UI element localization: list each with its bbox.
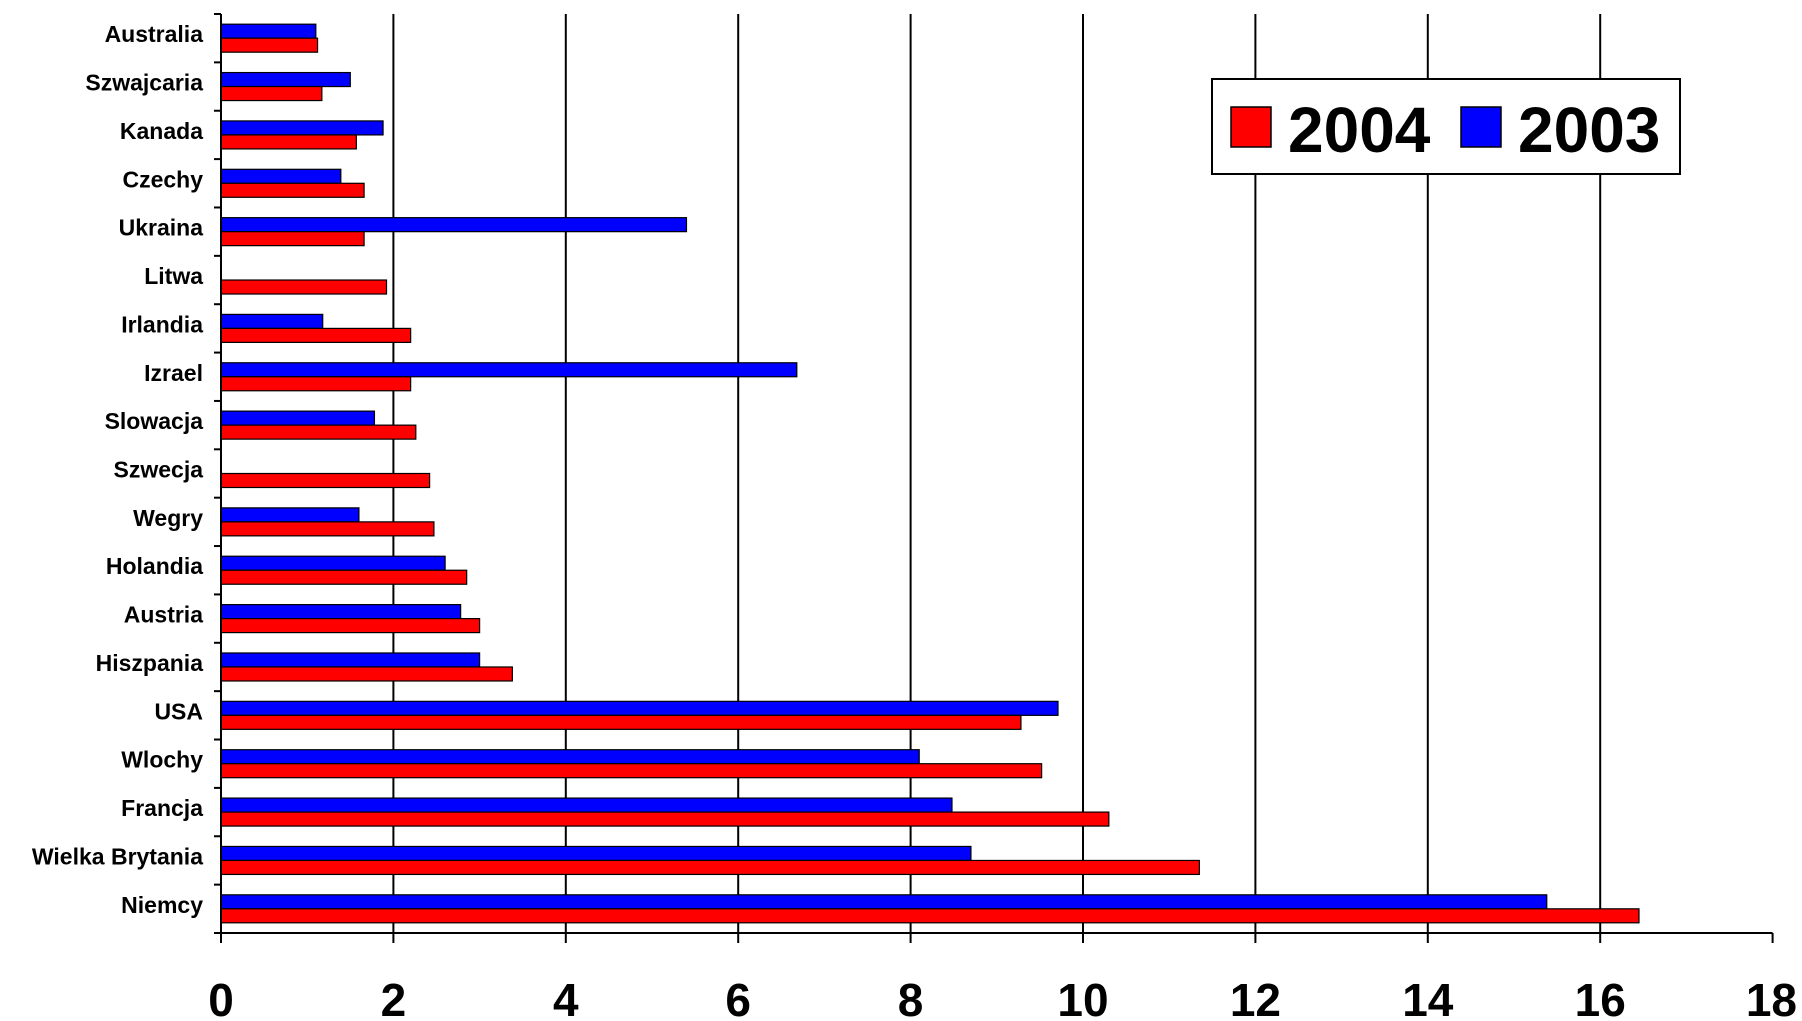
bar-2003-irlandia	[220, 313, 324, 329]
legend-box	[1211, 78, 1681, 175]
bar-2004-niemcy	[220, 908, 1640, 924]
bar-2004-czechy	[220, 182, 365, 198]
category-label-litwa: Litwa	[144, 263, 203, 289]
x-tick-label-16: 16	[1575, 974, 1626, 1021]
category-label-usa: USA	[154, 698, 203, 724]
bar-2004-kanada	[220, 134, 357, 150]
category-label-szwecja: Szwecja	[114, 457, 204, 483]
x-tick-label-10: 10	[1057, 974, 1108, 1021]
bar-2004-wegry	[220, 521, 435, 537]
bar-2003-szwajcaria	[220, 71, 351, 88]
category-label-kanada: Kanada	[120, 118, 203, 144]
category-label-hiszpania: Hiszpania	[96, 650, 204, 676]
bar-2003-wegry	[220, 507, 360, 523]
category-label-austria: Austria	[124, 602, 203, 628]
category-label-australia: Australia	[105, 21, 204, 47]
legend-label-2003: 2003	[1518, 94, 1660, 166]
bar-2004-australia	[220, 37, 319, 53]
legend-label-2004: 2004	[1288, 94, 1431, 166]
bar-2003-usa	[220, 700, 1059, 716]
x-tick-labels: 0 2 4 6 8 10 12 14 16 18	[208, 974, 1797, 1021]
axes	[214, 13, 1774, 943]
category-label-irlandia: Irlandia	[121, 311, 203, 337]
category-label-francja: Francja	[121, 795, 203, 821]
category-label-wegry: Wegry	[133, 505, 203, 531]
bar-2004-austria	[220, 618, 481, 634]
bars	[220, 23, 1640, 924]
bar-2003-hiszpania	[220, 652, 481, 668]
x-tick-label-0: 0	[208, 974, 234, 1021]
bar-2004-szwajcaria	[220, 85, 323, 102]
bar-2004-francja	[220, 811, 1110, 827]
bar-2003-slowacja	[220, 410, 376, 426]
category-label-izrael: Izrael	[144, 360, 203, 386]
legend-swatch-2003	[1460, 106, 1502, 148]
category-label-niemcy: Niemcy	[121, 892, 203, 918]
bar-2003-australia	[220, 23, 317, 39]
bar-2004-szwecja	[220, 472, 431, 489]
x-tick-label-18: 18	[1746, 974, 1797, 1021]
x-tick-label-6: 6	[725, 974, 751, 1021]
bar-2003-izrael	[220, 362, 798, 378]
x-tick-label-12: 12	[1230, 974, 1281, 1021]
bar-2003-czechy	[220, 168, 342, 184]
bar-2003-wielka-brytania	[220, 845, 972, 862]
bar-2004-hiszpania	[220, 666, 513, 682]
bar-2004-litwa	[220, 279, 388, 295]
bar-2004-usa	[220, 714, 1022, 730]
category-label-ukraina: Ukraina	[119, 215, 204, 241]
bar-2004-wlochy	[220, 763, 1043, 779]
bar-2003-kanada	[220, 120, 384, 136]
bar-2003-wlochy	[220, 749, 920, 765]
bar-2004-ukraina	[220, 231, 365, 247]
x-tick-label-14: 14	[1402, 974, 1454, 1021]
bar-2003-francja	[220, 797, 953, 813]
category-label-slowacja: Slowacja	[105, 408, 204, 434]
legend-swatch-2004	[1230, 106, 1272, 148]
bar-2004-slowacja	[220, 424, 417, 440]
category-labels: Niemcy Wielka Brytania Francja Wlochy USA His…	[32, 21, 203, 918]
bar-2004-holandia	[220, 569, 468, 585]
category-label-wielka-brytania: Wielka Brytania	[32, 843, 203, 869]
bar-2003-ukraina	[220, 217, 688, 233]
category-label-holandia: Holandia	[106, 553, 203, 579]
x-tick-label-2: 2	[381, 974, 407, 1021]
x-tick-label-8: 8	[898, 974, 924, 1021]
bar-2003-holandia	[220, 555, 446, 571]
bar-2003-niemcy	[220, 894, 1548, 910]
category-label-czechy: Czechy	[122, 166, 203, 192]
bar-2003-austria	[220, 604, 462, 620]
legend: 2004 2003	[1211, 78, 1681, 175]
bar-2004-wielka-brytania	[220, 859, 1200, 876]
x-tick-label-4: 4	[553, 974, 579, 1021]
category-label-szwajcaria: Szwajcaria	[85, 70, 203, 96]
bar-2004-izrael	[220, 376, 412, 392]
bar-2004-irlandia	[220, 327, 412, 343]
category-label-wlochy: Wlochy	[121, 747, 203, 773]
